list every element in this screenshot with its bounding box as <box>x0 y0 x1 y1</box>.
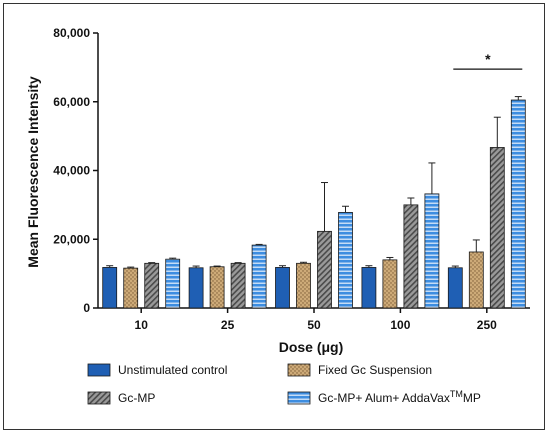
bar <box>102 267 118 309</box>
x-tick-label: 25 <box>221 318 235 332</box>
legend-label: Fixed Gc Suspension <box>318 363 432 377</box>
y-tick-label: 20,000 <box>53 232 90 246</box>
significance-star: * <box>485 51 491 67</box>
bar <box>424 193 440 309</box>
y-tick-label: 0 <box>83 301 90 315</box>
bar <box>361 267 377 309</box>
tick-labels: 0 20,000 40,000 60,000 80,000 10 25 50 100 250 <box>53 26 497 332</box>
significance-annotation: * <box>453 51 523 70</box>
bar <box>403 204 419 309</box>
y-tick-label: 40,000 <box>53 164 90 178</box>
bar <box>296 262 311 309</box>
y-tick-label: 60,000 <box>53 95 90 109</box>
legend-label: Gc-MP <box>118 391 155 405</box>
bar <box>209 266 225 309</box>
legend-swatch <box>87 363 111 377</box>
bar <box>382 259 398 309</box>
legend-swatch <box>87 391 111 405</box>
y-tick-label: 80,000 <box>53 26 90 40</box>
bar <box>251 244 267 309</box>
bar <box>230 262 246 309</box>
legend: Unstimulated control Fixed Gc Suspension G… <box>87 363 481 405</box>
x-tick-label: 100 <box>390 318 410 332</box>
legend-label: Unstimulated control <box>118 363 227 377</box>
x-tick-label: 50 <box>307 318 321 332</box>
bar <box>447 267 463 309</box>
figure-frame <box>3 3 545 430</box>
y-axis-title: Mean Fluorescence Intensity <box>25 76 41 268</box>
bar <box>275 267 290 309</box>
legend-label: Gc-MP+ Alum+ AddaVaxTMMP <box>318 389 481 405</box>
bar <box>188 267 204 309</box>
bar <box>489 147 505 309</box>
x-tick-label: 250 <box>477 318 497 332</box>
x-axis-title: Dose (μg) <box>279 339 344 355</box>
bars <box>102 96 526 309</box>
bar <box>165 258 181 309</box>
x-tick-label: 10 <box>135 318 149 332</box>
bar <box>468 251 484 309</box>
bar <box>144 262 160 309</box>
bar <box>317 230 332 309</box>
legend-swatch <box>287 363 311 377</box>
bar <box>338 212 353 309</box>
legend-swatch <box>287 391 311 405</box>
bar <box>123 267 139 309</box>
bar <box>510 99 526 309</box>
